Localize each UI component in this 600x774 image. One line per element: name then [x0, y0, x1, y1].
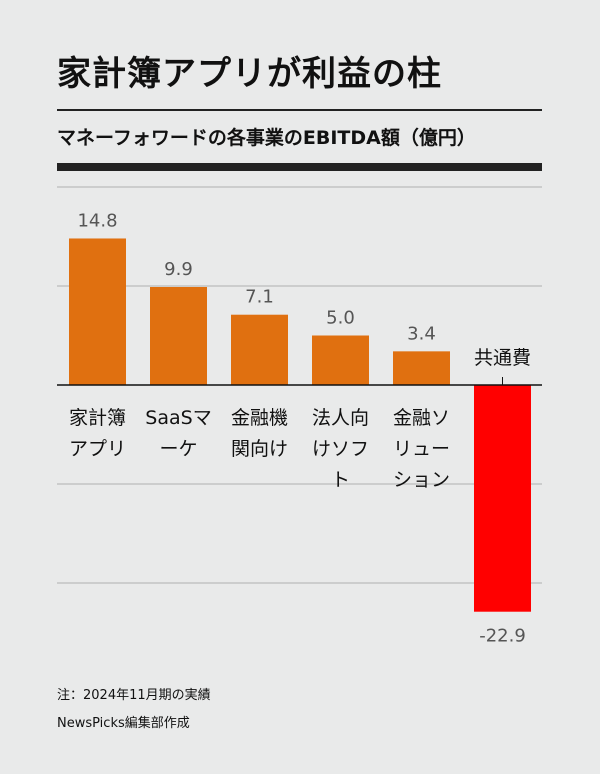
- chart-title: 家計簿アプリが利益の柱: [57, 54, 442, 94]
- category-label-3-2: ト: [331, 469, 350, 491]
- value-label-4: 3.4: [407, 323, 436, 344]
- source-credit: NewsPicks編集部作成: [57, 716, 190, 731]
- value-label-0: 14.8: [77, 210, 117, 231]
- bar-0: [69, 238, 126, 385]
- category-label-4-0: 金融ソ: [393, 407, 450, 429]
- category-label-2-0: 金融機: [231, 407, 288, 429]
- bar-5: [474, 385, 531, 612]
- chart-subtitle: マネーフォワードの各事業のEBITDA額（億円）: [57, 127, 476, 149]
- category-label-0-1: アプリ: [69, 438, 126, 460]
- category-label-3-0: 法人向: [312, 407, 369, 429]
- value-label-3: 5.0: [326, 308, 355, 329]
- category-label-1-1: ーケ: [159, 438, 197, 460]
- bar-1: [150, 286, 207, 385]
- value-label-5: -22.9: [479, 626, 526, 647]
- category-label-4-1: リュー: [393, 438, 450, 460]
- category-label-2-1: 関向け: [231, 438, 288, 460]
- subtitle-rule: [57, 163, 542, 171]
- category-label-5-0: 共通費: [474, 347, 531, 369]
- category-label-4-2: ション: [393, 469, 450, 491]
- value-label-2: 7.1: [245, 287, 274, 308]
- value-label-1: 9.9: [164, 259, 193, 280]
- footnote: 注：2024年11月期の実績: [57, 688, 211, 703]
- category-label-3-1: けソフ: [312, 438, 369, 460]
- bar-3: [312, 335, 369, 385]
- category-label-1-0: SaaSマ: [145, 407, 211, 429]
- bar-4: [393, 351, 450, 385]
- category-label-0-0: 家計簿: [69, 407, 126, 429]
- bar-2: [231, 314, 288, 385]
- title-rule: [57, 109, 542, 111]
